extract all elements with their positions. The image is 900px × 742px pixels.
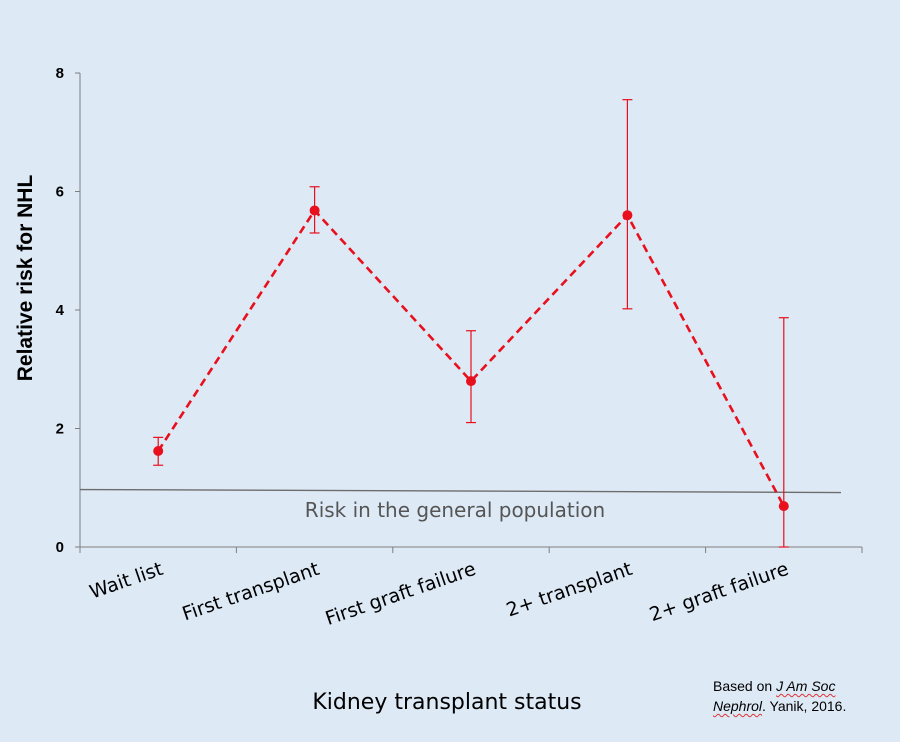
- data-point: [309, 205, 320, 216]
- source-prefix: Based on: [713, 678, 773, 694]
- data-point: [466, 376, 476, 387]
- reference-line-group: Risk in the general population: [79, 488, 842, 522]
- x-category-label: 2+ transplant: [504, 558, 635, 622]
- y-tick-label: 0: [56, 539, 64, 556]
- data-point: [153, 446, 164, 457]
- axes: [75, 72, 863, 553]
- source-citation: Based on J Am Soc Nephrol. Yanik, 2016.: [713, 676, 846, 716]
- y-tick-label: 8: [56, 65, 64, 82]
- source-line-1: Based on J Am Soc: [713, 676, 846, 696]
- source-suffix: . Yanik, 2016.: [762, 698, 847, 714]
- source-journal-1: J Am Soc: [776, 678, 836, 694]
- reference-line: [79, 488, 842, 494]
- data-point: [778, 501, 789, 512]
- x-category-label: First transplant: [180, 558, 323, 625]
- x-category-label: First graft failure: [323, 558, 479, 630]
- data-point: [622, 210, 633, 221]
- y-tick-label: 6: [56, 184, 64, 201]
- reference-line-label: Risk in the general population: [305, 498, 605, 522]
- y-axis-title: Relative risk for NHL: [14, 175, 37, 382]
- source-line-2: Nephrol. Yanik, 2016.: [713, 696, 846, 716]
- x-category-label: 2+ graft failure: [647, 558, 792, 626]
- series-marks: [153, 99, 789, 548]
- y-tick-label: 4: [56, 302, 65, 319]
- x-category-label: Wait list: [87, 558, 166, 604]
- x-axis-title: Kidney transplant status: [312, 690, 581, 715]
- chart-labels: 0 2 4 6 8 Wait list First transplant First graf…: [14, 65, 791, 715]
- source-journal-2: Nephrol: [713, 698, 763, 714]
- y-tick-label: 2: [56, 421, 64, 438]
